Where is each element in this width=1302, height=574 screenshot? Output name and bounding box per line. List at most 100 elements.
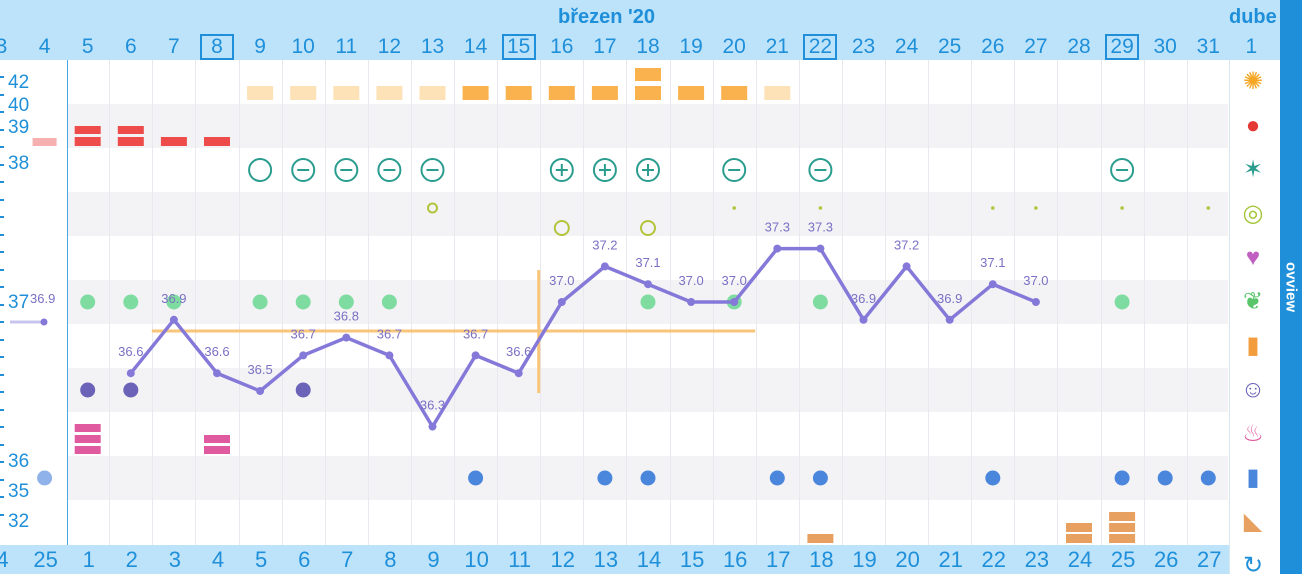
test-result-icon[interactable] (722, 158, 747, 182)
date-cell[interactable]: 27 (1024, 35, 1048, 58)
cycle-day-cell[interactable]: 5 (254, 547, 268, 572)
period-bar[interactable] (160, 137, 187, 146)
date-cell[interactable]: 24 (894, 35, 919, 58)
mucus-bar[interactable] (376, 86, 403, 100)
note-dot[interactable] (468, 470, 484, 486)
test-result-icon[interactable] (420, 158, 445, 182)
date-cell[interactable]: 5 (81, 35, 94, 58)
cervix-mark[interactable] (732, 206, 736, 210)
temperature-point[interactable] (773, 244, 782, 253)
cycle-day-cell[interactable]: 22 (981, 547, 1007, 572)
cycle-day-cell[interactable]: 16 (722, 547, 748, 572)
cycle-day-cell[interactable]: 13 (593, 547, 619, 572)
test-result-icon[interactable] (334, 158, 359, 182)
cycle-day-cell[interactable]: 20 (895, 547, 920, 572)
date-cell[interactable]: 26 (981, 35, 1005, 58)
date-cell[interactable]: 21 (765, 35, 789, 58)
temperature-point[interactable] (600, 262, 609, 271)
mucus-bar[interactable] (591, 86, 618, 100)
period-bar[interactable] (117, 126, 144, 134)
cycle-day-cell[interactable]: 1 (82, 547, 95, 572)
test-result-icon[interactable] (377, 158, 402, 182)
test-result-icon[interactable] (291, 158, 316, 182)
test-result-icon[interactable] (592, 158, 617, 182)
date-cell[interactable]: 9 (254, 35, 266, 58)
test-result-icon[interactable] (549, 158, 574, 182)
temperature-point[interactable] (1031, 298, 1040, 306)
date-cell[interactable]: 11 (335, 35, 358, 58)
temperature-point[interactable] (902, 262, 911, 271)
cycle-day-cell[interactable]: 8 (384, 547, 397, 572)
date-cell[interactable]: 12 (377, 35, 402, 58)
date-cell[interactable]: 28 (1067, 35, 1091, 58)
spotting-mark[interactable] (32, 138, 57, 146)
test-result-icon[interactable] (808, 158, 833, 182)
mucus-bar[interactable] (333, 86, 360, 100)
temperature-point[interactable] (428, 422, 437, 431)
temperature-point[interactable] (557, 298, 566, 306)
test-result-icon[interactable] (248, 158, 273, 182)
date-cell[interactable]: 17 (593, 35, 617, 58)
date-cell[interactable]: 22 (803, 34, 838, 60)
intercourse-dot[interactable] (1114, 294, 1130, 310)
temperature-point[interactable] (256, 387, 265, 395)
date-cell[interactable]: 30 (1153, 35, 1177, 58)
intercourse-dot[interactable] (252, 294, 268, 310)
mucus-bar[interactable] (419, 86, 446, 100)
date-cell[interactable]: 1 (1245, 35, 1258, 58)
temperature-point[interactable] (687, 298, 696, 306)
temperature-point[interactable] (730, 298, 739, 306)
date-cell[interactable]: 16 (550, 35, 574, 58)
activity-bar[interactable] (1066, 523, 1092, 532)
date-cell[interactable]: 6 (124, 35, 137, 58)
cervix-mark[interactable] (1206, 206, 1211, 210)
note-dot[interactable] (1200, 470, 1216, 486)
note-dot[interactable] (812, 470, 828, 486)
note-dot[interactable] (640, 470, 656, 486)
test-result-icon[interactable] (1110, 158, 1135, 182)
intercourse-dot[interactable] (123, 294, 139, 310)
mucus-bar[interactable] (678, 86, 705, 100)
cycle-day-cell[interactable]: 4 (0, 547, 9, 572)
intercourse-dot[interactable] (295, 294, 311, 310)
date-cell[interactable]: 25 (938, 35, 962, 58)
cervix-mark[interactable] (553, 220, 570, 236)
temperature-point[interactable] (471, 351, 480, 360)
cycle-day-cell[interactable]: 17 (766, 547, 791, 572)
cycle-day-cell[interactable]: 4 (211, 547, 225, 572)
date-cell[interactable]: 29 (1105, 34, 1140, 60)
intercourse-dot[interactable] (80, 294, 96, 310)
date-cell[interactable]: 4 (38, 35, 51, 58)
temperature-point[interactable] (514, 369, 523, 378)
cycle-day-cell[interactable]: 21 (938, 547, 963, 572)
mucus-bar[interactable] (548, 86, 575, 100)
date-cell[interactable]: 7 (168, 35, 180, 58)
mood-dot[interactable] (123, 382, 139, 398)
test-result-icon[interactable] (636, 158, 660, 182)
temperature-point[interactable] (299, 351, 308, 360)
mucus-bar[interactable] (247, 86, 274, 100)
date-cell[interactable]: 8 (200, 34, 234, 60)
cycle-day-cell[interactable]: 25 (1110, 547, 1136, 572)
cycle-day-cell[interactable]: 11 (508, 547, 532, 572)
date-cell[interactable]: 23 (851, 35, 876, 58)
cervix-mark[interactable] (1120, 206, 1124, 210)
mucus-bar[interactable] (635, 68, 661, 81)
cycle-day-cell[interactable]: 27 (1197, 547, 1222, 572)
cycle-day-cell[interactable]: 19 (852, 547, 877, 572)
activity-bar[interactable] (807, 534, 834, 543)
temperature-point[interactable] (644, 280, 652, 289)
temperature-point[interactable] (213, 369, 221, 378)
temperature-point[interactable] (816, 244, 825, 253)
cycle-day-cell[interactable]: 23 (1024, 547, 1050, 572)
cycle-day-cell[interactable]: 15 (679, 547, 705, 572)
temperature-point[interactable] (945, 315, 954, 324)
cervix-mark[interactable] (640, 220, 656, 236)
temperature-point[interactable] (126, 369, 135, 378)
symptom-bar[interactable] (204, 435, 230, 443)
mucus-bar[interactable] (721, 86, 748, 100)
cycle-day-cell[interactable]: 7 (341, 547, 354, 572)
date-cell[interactable]: 3 (0, 35, 8, 58)
overview-tab-label[interactable]: ovview (1282, 261, 1300, 313)
note-dot[interactable] (1114, 470, 1130, 486)
